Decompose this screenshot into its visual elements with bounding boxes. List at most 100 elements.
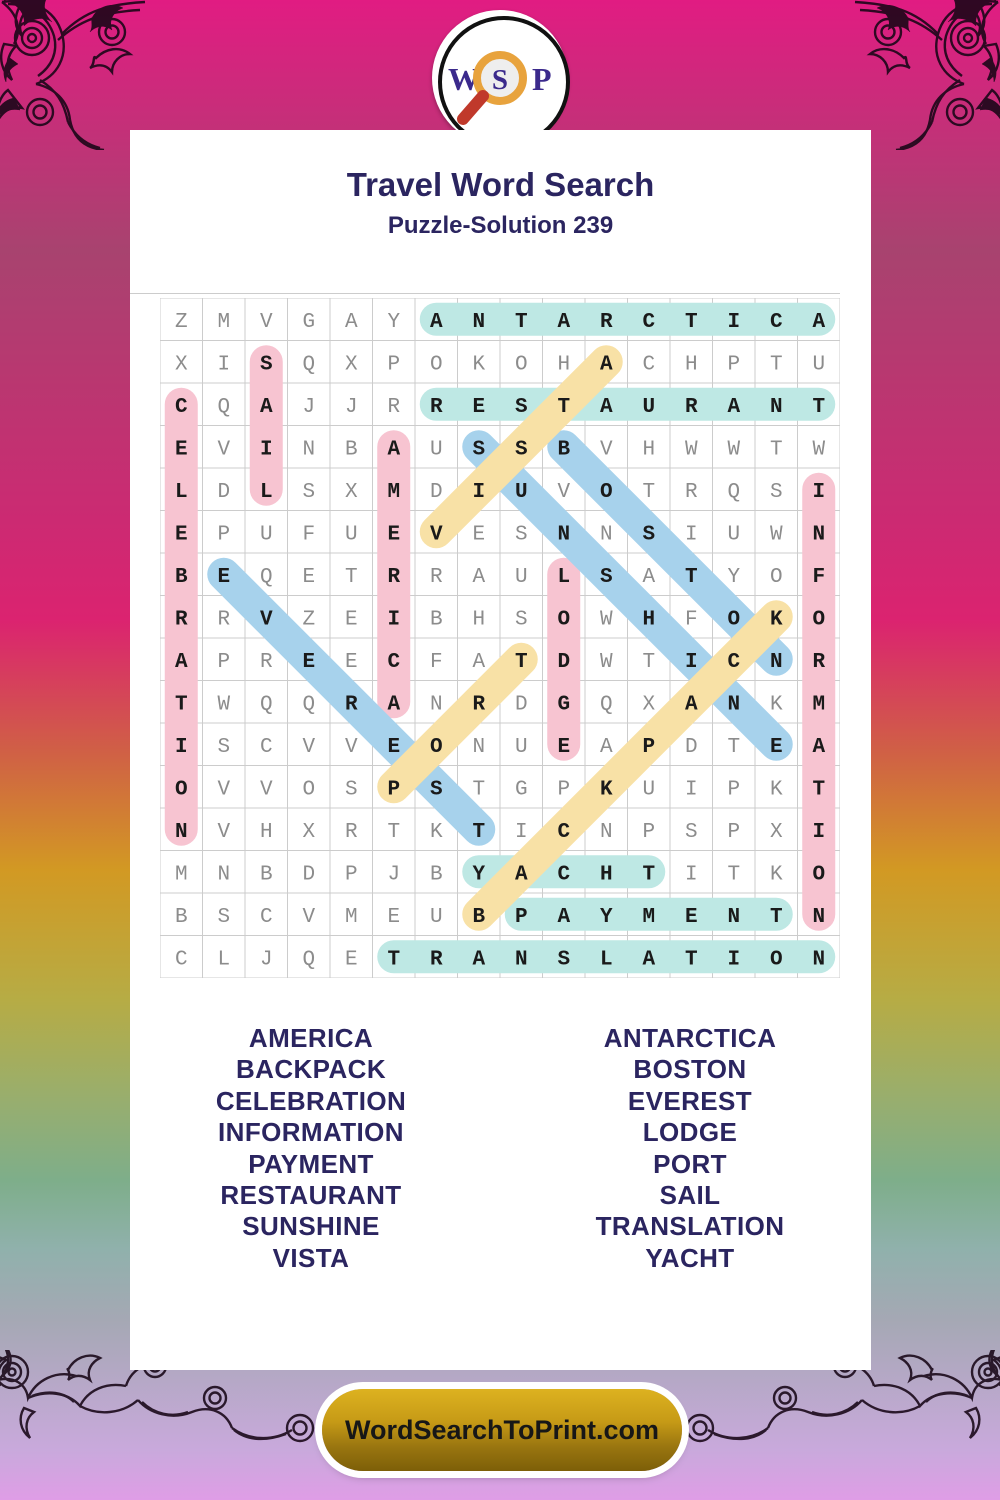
svg-text:N: N (812, 906, 825, 929)
svg-text:X: X (175, 353, 188, 376)
svg-text:E: E (387, 736, 400, 759)
svg-text:D: D (557, 651, 570, 674)
svg-text:U: U (345, 523, 358, 546)
svg-text:P: P (557, 778, 570, 801)
svg-text:W: W (770, 523, 783, 546)
svg-text:K: K (770, 778, 783, 801)
svg-text:B: B (472, 906, 485, 929)
svg-text:Q: Q (600, 693, 613, 716)
svg-text:Y: Y (727, 566, 740, 589)
svg-text:S: S (515, 523, 528, 546)
svg-text:R: R (345, 821, 358, 844)
svg-text:S: S (492, 64, 508, 96)
svg-text:A: A (812, 736, 825, 759)
svg-text:N: N (472, 736, 485, 759)
svg-text:K: K (770, 863, 783, 886)
svg-text:P: P (217, 523, 230, 546)
svg-text:O: O (175, 778, 188, 801)
svg-text:H: H (472, 608, 485, 631)
svg-text:N: N (302, 438, 315, 461)
svg-text:F: F (685, 608, 698, 631)
svg-text:P: P (727, 778, 740, 801)
svg-text:U: U (515, 736, 528, 759)
svg-text:O: O (557, 608, 570, 631)
svg-text:I: I (685, 651, 698, 674)
svg-text:S: S (515, 608, 528, 631)
svg-text:C: C (175, 396, 188, 419)
svg-text:V: V (260, 778, 273, 801)
svg-text:C: C (770, 311, 783, 334)
svg-text:N: N (727, 693, 740, 716)
svg-text:R: R (175, 608, 188, 631)
svg-text:T: T (387, 821, 400, 844)
svg-text:A: A (685, 693, 698, 716)
svg-text:P: P (727, 821, 740, 844)
svg-text:H: H (685, 353, 698, 376)
svg-text:P: P (727, 353, 740, 376)
svg-text:I: I (387, 608, 400, 631)
svg-text:A: A (472, 651, 485, 674)
svg-text:J: J (260, 948, 273, 971)
svg-text:S: S (515, 438, 528, 461)
svg-text:U: U (515, 566, 528, 589)
svg-text:Q: Q (302, 353, 315, 376)
svg-text:I: I (727, 311, 740, 334)
svg-text:A: A (345, 311, 358, 334)
svg-text:N: N (472, 311, 485, 334)
svg-text:U: U (515, 481, 528, 504)
svg-text:R: R (430, 396, 443, 419)
svg-text:Z: Z (302, 608, 315, 631)
svg-text:B: B (430, 863, 443, 886)
svg-text:N: N (600, 523, 613, 546)
svg-text:C: C (260, 736, 273, 759)
svg-text:V: V (260, 311, 273, 334)
svg-text:F: F (302, 523, 315, 546)
svg-text:T: T (642, 651, 655, 674)
svg-text:E: E (472, 396, 485, 419)
svg-text:A: A (600, 736, 613, 759)
svg-text:L: L (217, 948, 230, 971)
svg-text:Q: Q (302, 948, 315, 971)
svg-text:N: N (175, 821, 188, 844)
svg-text:U: U (812, 353, 825, 376)
svg-text:N: N (727, 906, 740, 929)
svg-text:H: H (642, 608, 655, 631)
svg-text:E: E (770, 736, 783, 759)
svg-text:A: A (472, 566, 485, 589)
svg-text:P: P (515, 906, 528, 929)
svg-text:Q: Q (217, 396, 230, 419)
svg-text:R: R (430, 566, 443, 589)
svg-text:A: A (642, 566, 655, 589)
svg-text:T: T (727, 863, 740, 886)
svg-text:V: V (302, 906, 315, 929)
svg-text:A: A (727, 396, 740, 419)
svg-text:E: E (557, 736, 570, 759)
svg-text:H: H (600, 863, 613, 886)
svg-text:L: L (175, 481, 188, 504)
svg-text:V: V (217, 438, 230, 461)
svg-text:Y: Y (472, 863, 485, 886)
svg-text:B: B (175, 906, 188, 929)
svg-text:O: O (430, 736, 443, 759)
svg-text:T: T (557, 396, 570, 419)
svg-text:C: C (557, 821, 570, 844)
svg-text:S: S (260, 353, 273, 376)
svg-text:T: T (515, 311, 528, 334)
svg-text:C: C (175, 948, 188, 971)
svg-text:M: M (642, 906, 655, 929)
svg-text:A: A (642, 948, 655, 971)
svg-text:W: W (685, 438, 698, 461)
svg-text:R: R (812, 651, 825, 674)
svg-text:X: X (345, 353, 358, 376)
svg-text:Z: Z (175, 311, 188, 334)
svg-text:W: W (600, 608, 613, 631)
svg-text:S: S (600, 566, 613, 589)
svg-text:X: X (770, 821, 783, 844)
svg-text:X: X (345, 481, 358, 504)
svg-text:P: P (387, 778, 400, 801)
svg-text:R: R (260, 651, 273, 674)
svg-text:K: K (472, 353, 485, 376)
svg-text:E: E (175, 438, 188, 461)
svg-text:C: C (642, 353, 655, 376)
svg-text:T: T (770, 906, 783, 929)
